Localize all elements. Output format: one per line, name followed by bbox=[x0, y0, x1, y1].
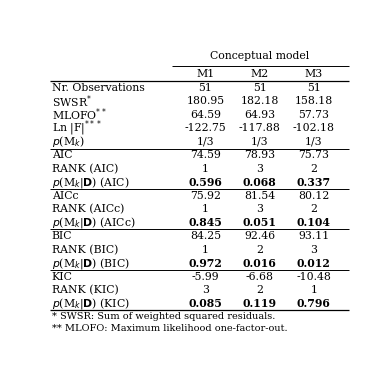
Text: 0.068: 0.068 bbox=[243, 177, 277, 188]
Text: 3: 3 bbox=[256, 164, 263, 174]
Text: 180.95: 180.95 bbox=[186, 96, 224, 106]
Text: 78.93: 78.93 bbox=[244, 150, 275, 160]
Text: Ln |F|$^{***}$: Ln |F|$^{***}$ bbox=[52, 119, 102, 138]
Text: 2: 2 bbox=[256, 245, 263, 255]
Text: M3: M3 bbox=[305, 68, 323, 79]
Text: -122.75: -122.75 bbox=[184, 123, 226, 133]
Text: 92.46: 92.46 bbox=[244, 231, 275, 241]
Text: 51: 51 bbox=[198, 83, 212, 93]
Text: 74.59: 74.59 bbox=[190, 150, 221, 160]
Text: 75.92: 75.92 bbox=[190, 191, 221, 201]
Text: 93.11: 93.11 bbox=[298, 231, 329, 241]
Text: 84.25: 84.25 bbox=[190, 231, 221, 241]
Text: 3: 3 bbox=[256, 204, 263, 214]
Text: RANK (AICc): RANK (AICc) bbox=[52, 204, 124, 214]
Text: 0.051: 0.051 bbox=[243, 217, 277, 228]
Text: -6.68: -6.68 bbox=[246, 271, 273, 282]
Text: 3: 3 bbox=[202, 285, 209, 295]
Text: AICc: AICc bbox=[52, 191, 78, 201]
Text: RANK (KIC): RANK (KIC) bbox=[52, 285, 118, 295]
Text: M2: M2 bbox=[251, 68, 269, 79]
Text: 1: 1 bbox=[202, 204, 209, 214]
Text: 64.93: 64.93 bbox=[244, 110, 275, 120]
Text: 1/3: 1/3 bbox=[251, 137, 268, 147]
Text: -5.99: -5.99 bbox=[191, 271, 219, 282]
Text: M1: M1 bbox=[196, 68, 214, 79]
Text: -10.48: -10.48 bbox=[296, 271, 331, 282]
Text: MLOFO$^{**}$: MLOFO$^{**}$ bbox=[52, 107, 106, 123]
Text: 182.18: 182.18 bbox=[240, 96, 279, 106]
Text: 158.18: 158.18 bbox=[295, 96, 333, 106]
Text: 1: 1 bbox=[202, 164, 209, 174]
Text: 0.796: 0.796 bbox=[297, 298, 331, 309]
Text: $p$(M$_k|\mathbf{D}$) (AICc): $p$(M$_k|\mathbf{D}$) (AICc) bbox=[52, 215, 135, 230]
Text: 64.59: 64.59 bbox=[190, 110, 221, 120]
Text: 1: 1 bbox=[310, 285, 317, 295]
Text: 2: 2 bbox=[310, 164, 317, 174]
Text: KIC: KIC bbox=[52, 271, 72, 282]
Text: 0.845: 0.845 bbox=[188, 217, 223, 228]
Text: * SWSR: Sum of weighted squared residuals.: * SWSR: Sum of weighted squared residual… bbox=[52, 312, 275, 321]
Text: 2: 2 bbox=[310, 204, 317, 214]
Text: 3: 3 bbox=[310, 245, 317, 255]
Text: $p$(M$_k$): $p$(M$_k$) bbox=[52, 134, 84, 149]
Text: 0.119: 0.119 bbox=[243, 298, 277, 309]
Text: 0.016: 0.016 bbox=[243, 257, 277, 269]
Text: ** MLOFO: Maximum likelihood one-factor-out.: ** MLOFO: Maximum likelihood one-factor-… bbox=[52, 324, 287, 333]
Text: 0.596: 0.596 bbox=[188, 177, 223, 188]
Text: Conceptual model: Conceptual model bbox=[210, 51, 309, 61]
Text: AIC: AIC bbox=[52, 150, 72, 160]
Text: 75.73: 75.73 bbox=[298, 150, 329, 160]
Text: 0.972: 0.972 bbox=[188, 257, 223, 269]
Text: 1/3: 1/3 bbox=[305, 137, 323, 147]
Text: 57.73: 57.73 bbox=[298, 110, 329, 120]
Text: 2: 2 bbox=[256, 285, 263, 295]
Text: $p$(M$_k|\mathbf{D}$) (BIC): $p$(M$_k|\mathbf{D}$) (BIC) bbox=[52, 256, 130, 271]
Text: 1/3: 1/3 bbox=[196, 137, 214, 147]
Text: $p$(M$_k|\mathbf{D}$) (AIC): $p$(M$_k|\mathbf{D}$) (AIC) bbox=[52, 175, 129, 190]
Text: 0.104: 0.104 bbox=[297, 217, 331, 228]
Text: 81.54: 81.54 bbox=[244, 191, 275, 201]
Text: 0.337: 0.337 bbox=[297, 177, 331, 188]
Text: RANK (AIC): RANK (AIC) bbox=[52, 164, 118, 174]
Text: SWSR$^{*}$: SWSR$^{*}$ bbox=[52, 93, 91, 110]
Text: -117.88: -117.88 bbox=[239, 123, 280, 133]
Text: $p$(M$_k|\mathbf{D}$) (KIC): $p$(M$_k|\mathbf{D}$) (KIC) bbox=[52, 296, 130, 311]
Text: RANK (BIC): RANK (BIC) bbox=[52, 245, 118, 255]
Text: BIC: BIC bbox=[52, 231, 72, 241]
Text: 0.085: 0.085 bbox=[188, 298, 223, 309]
Text: 80.12: 80.12 bbox=[298, 191, 329, 201]
Text: 51: 51 bbox=[253, 83, 266, 93]
Text: Nr. Observations: Nr. Observations bbox=[52, 83, 144, 93]
Text: 1: 1 bbox=[202, 245, 209, 255]
Text: 51: 51 bbox=[307, 83, 321, 93]
Text: 0.012: 0.012 bbox=[297, 257, 331, 269]
Text: -102.18: -102.18 bbox=[293, 123, 335, 133]
